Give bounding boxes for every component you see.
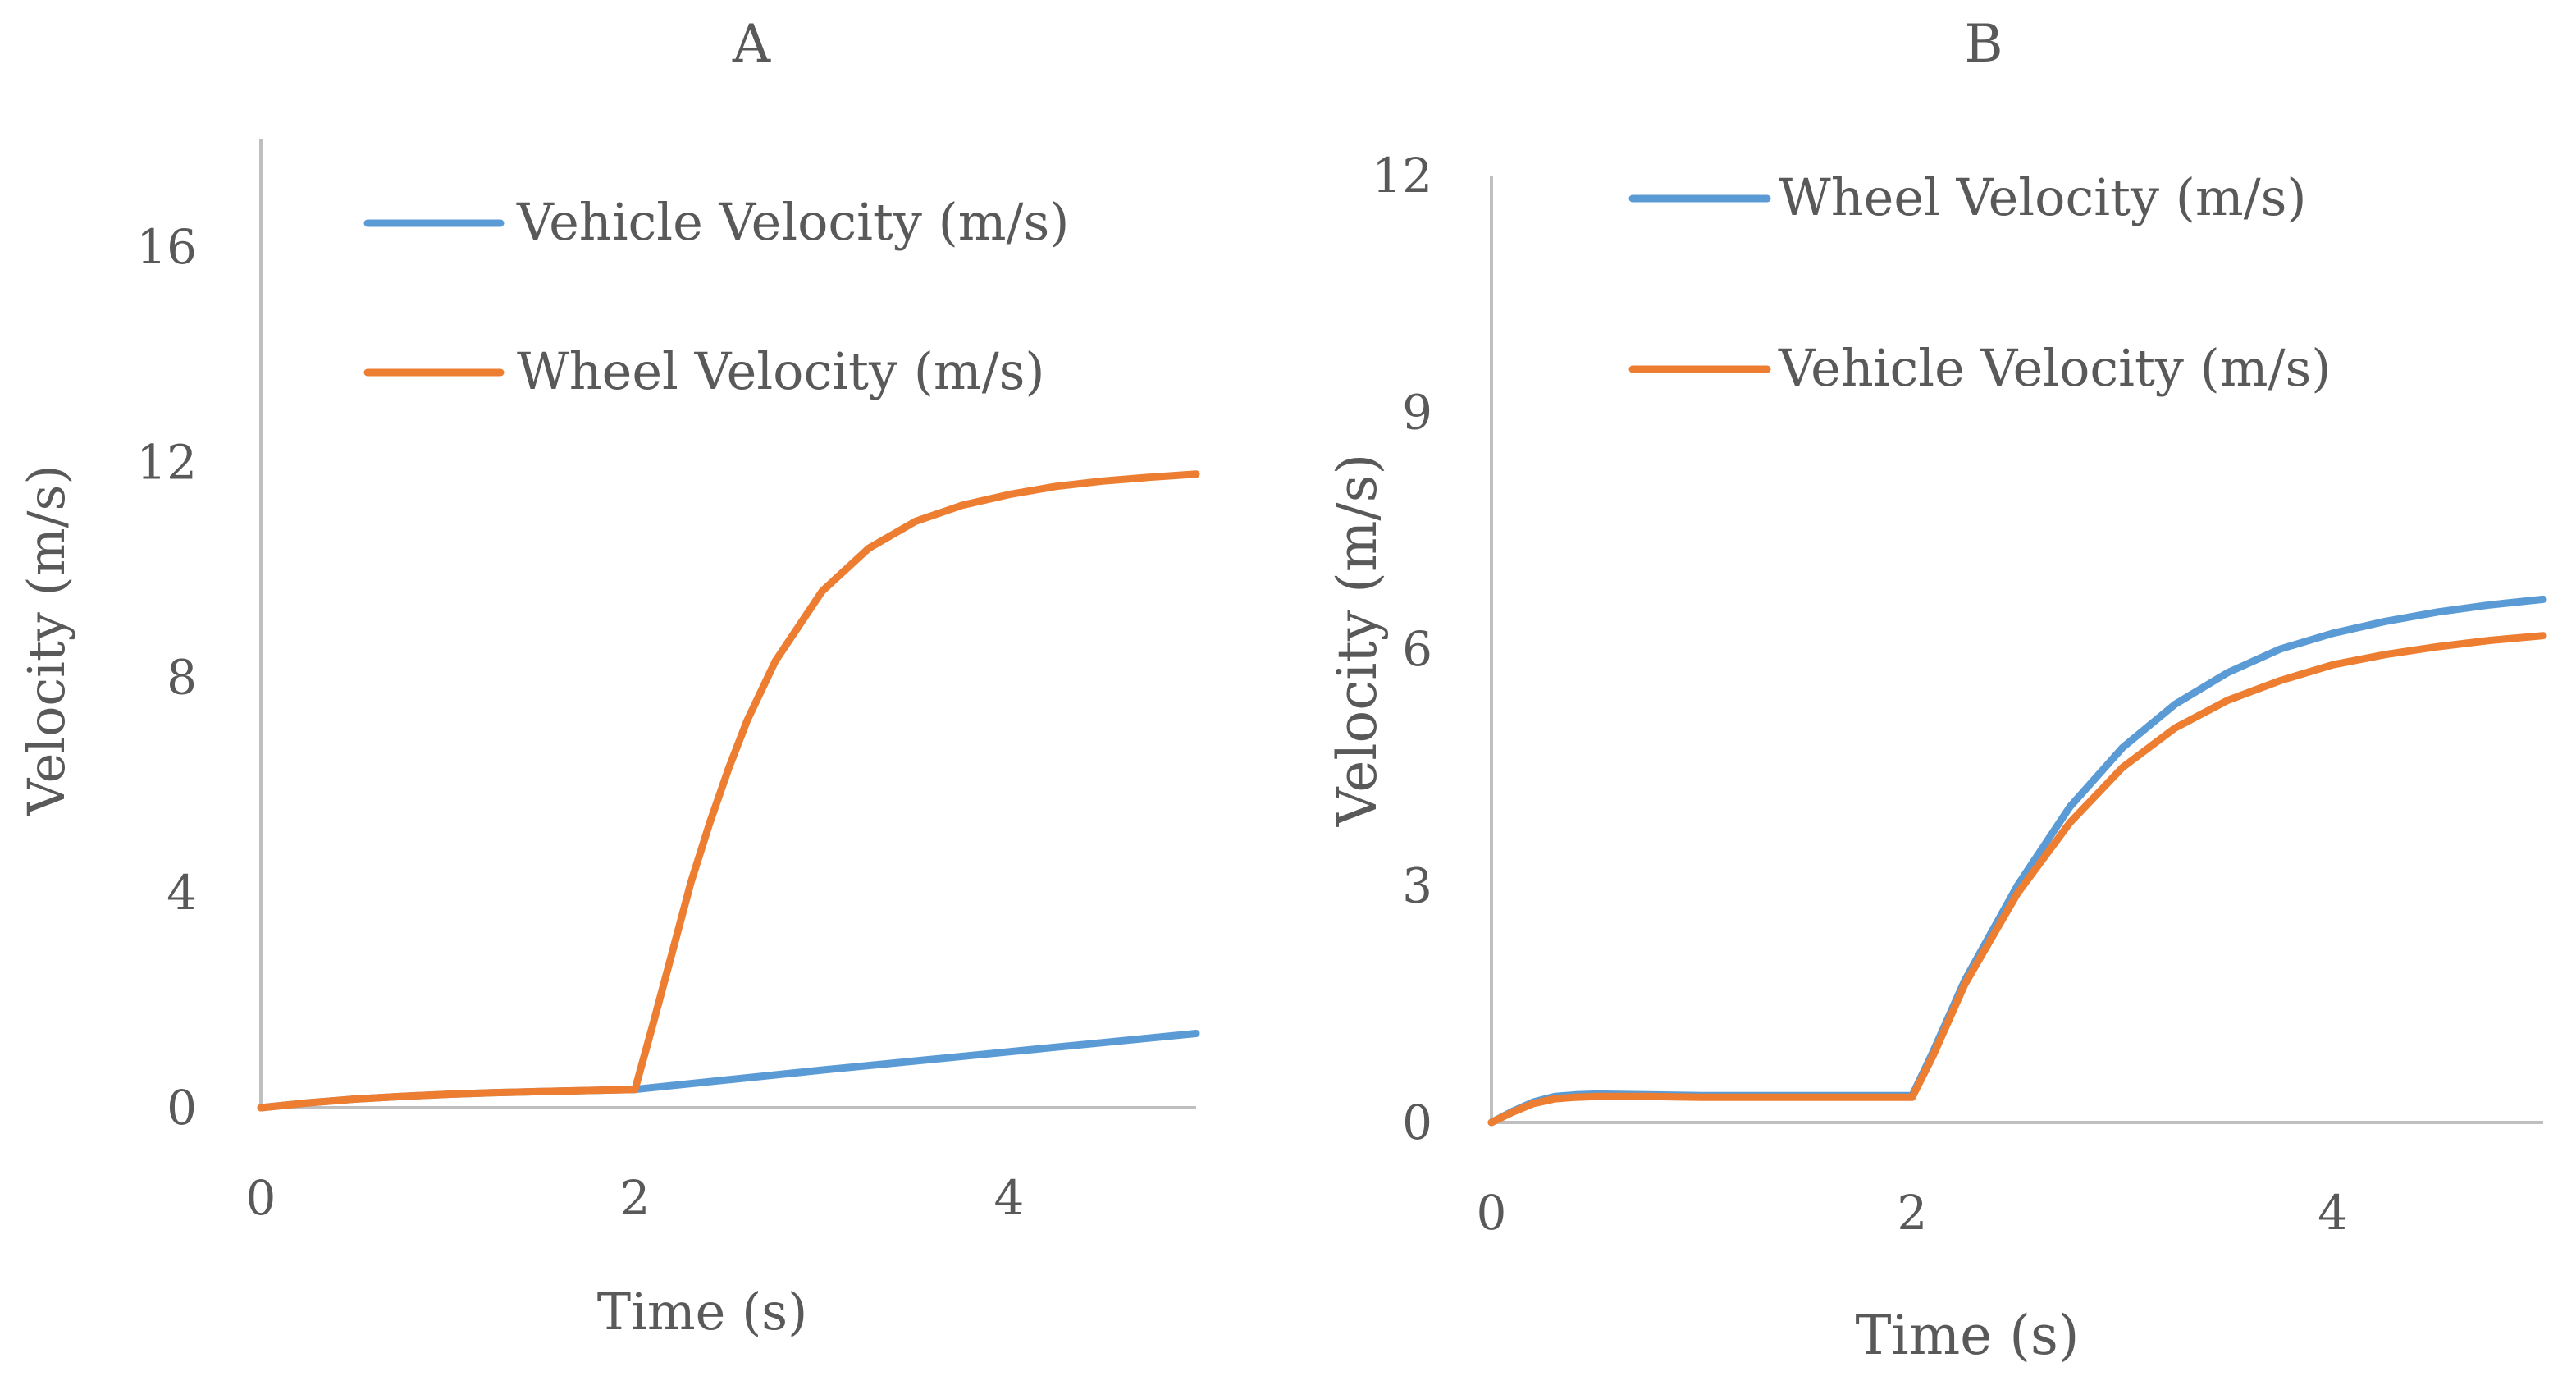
panel-b-y-tick-label: 9 <box>1402 385 1432 441</box>
chart-panel-a: A 0 4 8 12 16 0 2 4 Time (s) Velocity (m/s) Vehicle… <box>16 14 1200 1342</box>
panel-b-x-tick-label: 2 <box>1897 1185 1927 1241</box>
panel-a-legend-label-2: Wheel Velocity (m/s) <box>517 341 1045 401</box>
panel-b-legend-label-2: Vehicle Velocity (m/s) <box>1778 338 2332 398</box>
panel-b-y-tick-label: 6 <box>1402 621 1432 677</box>
chart-panel-b: B 0 3 6 9 12 0 2 4 Time (s) Velocity (m/s) Wheel Ve… <box>1326 14 2547 1367</box>
panel-a-y-tick-label: 16 <box>136 219 197 275</box>
panel-b-legend-label-1: Wheel Velocity (m/s) <box>1779 167 2307 227</box>
panel-a-series-line-2 <box>257 470 1200 1112</box>
panel-a-x-axis-label: Time (s) <box>597 1282 808 1342</box>
panel-b-x-axis-label: Time (s) <box>1855 1304 2079 1367</box>
panel-a-title: A <box>732 14 771 75</box>
panel-a-y-tick-label: 8 <box>167 650 197 706</box>
panel-a-y-axis-label: Velocity (m/s) <box>16 464 76 816</box>
panel-b-series-line-2 <box>1487 632 2547 1127</box>
panel-b-x-tick-label: 4 <box>2318 1185 2348 1241</box>
panel-a-legend-label-1: Vehicle Velocity (m/s) <box>516 192 1070 252</box>
panel-a-x-tick-label: 4 <box>994 1170 1025 1226</box>
panel-b-title: B <box>1964 14 2003 75</box>
panel-b-y-tick-label: 3 <box>1402 858 1432 914</box>
panel-b-y-tick-label: 12 <box>1372 148 1432 203</box>
panel-a-x-tick-label: 0 <box>246 1170 276 1226</box>
panel-a-y-tick-label: 0 <box>167 1080 197 1136</box>
panel-b-y-tick-label: 0 <box>1402 1095 1432 1150</box>
panel-b-y-axis-label: Velocity (m/s) <box>1326 454 1389 828</box>
panel-a-x-tick-label: 2 <box>620 1170 651 1226</box>
panel-b-x-tick-label: 0 <box>1477 1185 1507 1241</box>
panel-a-y-tick-label: 12 <box>136 434 197 490</box>
panel-a-y-tick-label: 4 <box>167 865 197 921</box>
